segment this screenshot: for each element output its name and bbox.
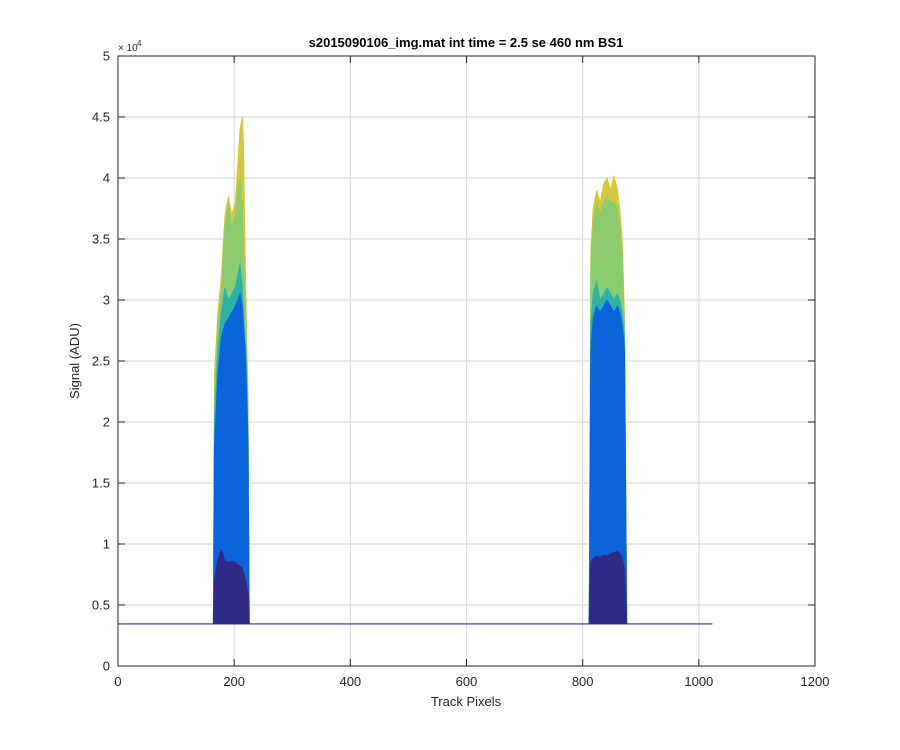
y-tick-label: 0.5 [92,598,110,613]
y-tick-label: 1.5 [92,476,110,491]
y-tick-label: 0 [103,659,110,674]
y-tick-label: 3 [103,293,110,308]
y-tick-label: 5 [103,49,110,64]
x-tick-label: 1200 [801,674,830,689]
ticks [117,55,816,667]
x-tick-label: 1000 [684,674,713,689]
y-tick-label: 2.5 [92,354,110,369]
x-tick-label: 400 [339,674,361,689]
y-tick-label: 2 [103,415,110,430]
y-axis-label: Signal (ADU) [67,323,82,399]
y-tick-label: 4 [103,171,110,186]
x-tick-labels: 0 200 400 600 800 1000 1200 [114,674,829,689]
chart-title: s2015090106_img.mat int time = 2.5 se 46… [309,35,624,50]
y-tick-labels: 0 0.5 1 1.5 2 2.5 3 3.5 4 4.5 5 [92,49,110,674]
y-tick-label: 3.5 [92,232,110,247]
x-tick-label: 0 [114,674,121,689]
x-tick-label: 800 [572,674,594,689]
x-tick-label: 200 [223,674,245,689]
y-exponent-power: 4 [137,39,142,48]
y-tick-label: 1 [103,537,110,552]
x-tick-label: 600 [456,674,478,689]
series-layer [118,116,713,625]
y-tick-label: 4.5 [92,110,110,125]
x-axis-label: Track Pixels [431,694,502,709]
y-exponent-label: × 10 [118,43,138,54]
